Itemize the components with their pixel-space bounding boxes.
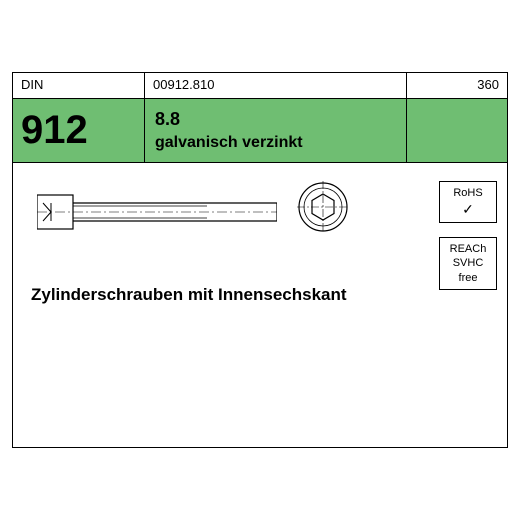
reach-line1: REACh	[442, 242, 494, 256]
rohs-label: RoHS	[442, 186, 494, 200]
spec-row: 912 8.8 galvanisch verzinkt	[13, 99, 507, 163]
spec-spacer	[407, 99, 507, 162]
reach-line3: free	[442, 271, 494, 285]
rohs-badge: RoHS ✓	[439, 181, 497, 223]
part-number: 00912.810	[145, 73, 407, 98]
reach-badge: REACh SVHC free	[439, 237, 497, 290]
product-title: Zylinderschrauben mit Innensechskant	[31, 285, 347, 305]
reach-line2: SVHC	[442, 256, 494, 270]
product-card: DIN 00912.810 360 912 8.8 galvanisch ver…	[12, 72, 508, 448]
strength-class: 8.8	[155, 109, 396, 130]
code: 360	[407, 73, 507, 98]
header-row: DIN 00912.810 360	[13, 73, 507, 99]
finish: galvanisch verzinkt	[155, 134, 396, 152]
din-number: 912	[13, 99, 145, 162]
check-icon: ✓	[442, 200, 494, 218]
hex-socket-icon	[297, 181, 349, 233]
standard-label: DIN	[13, 73, 145, 98]
screw-diagram-icon	[37, 187, 277, 237]
content-area: RoHS ✓ REACh SVHC free Zylinderschrauben…	[13, 163, 507, 447]
spec-details: 8.8 galvanisch verzinkt	[145, 99, 407, 162]
